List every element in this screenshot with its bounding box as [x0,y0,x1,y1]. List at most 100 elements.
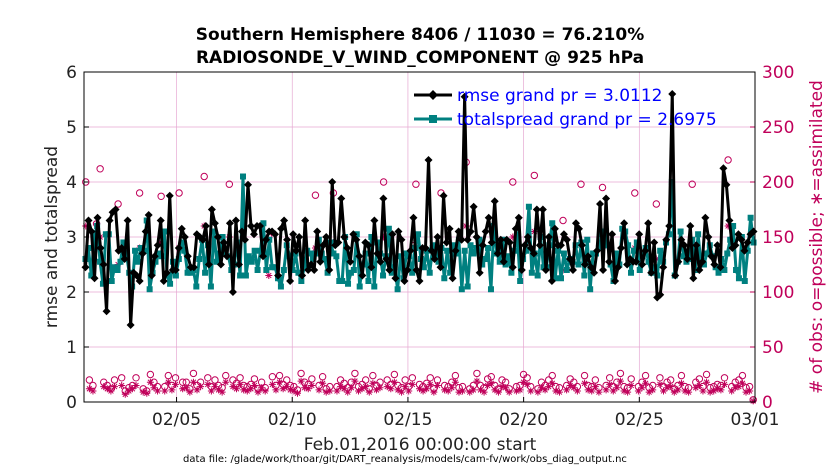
assimilated-obs-point [645,388,653,396]
rmse-point [183,252,192,261]
assimilated-obs-point [276,378,284,386]
assimilated-obs-point [236,380,244,388]
totalspread-point [301,264,308,271]
rmse-point [343,244,352,252]
totalspread-point [441,275,448,282]
assimilated-obs-point [616,377,624,385]
assimilated-obs-point [247,385,255,393]
assimilated-obs-point [677,379,685,387]
assimilated-obs-point [527,387,535,395]
assimilated-obs-point [85,385,93,393]
assimilated-obs-point [692,384,700,392]
totalspread-point [680,253,687,260]
assimilated-obs-point [742,388,750,396]
totalspread-point [134,258,141,265]
rmse-point [132,271,141,280]
totalspread-point [668,179,675,185]
rmse-point [403,266,412,274]
totalspread-point [181,247,188,254]
assimilated-obs-point [570,384,578,392]
totalspread-point [555,247,562,254]
rmse-point [623,260,632,269]
rmse-point [292,246,301,255]
assimilated-obs-point [430,388,438,396]
assimilated-obs-point [111,383,118,391]
rmse-point [734,230,743,239]
rmse-point [544,233,553,241]
rmse-point [454,227,463,236]
rmse-point [364,241,373,250]
assimilated-obs-point [505,388,513,396]
assimilated-obs-point [466,388,474,396]
right-tick-label: 100 [762,283,794,303]
totalspread-point [467,242,474,249]
totalspread-point [175,256,182,262]
assimilated-obs-point [240,386,248,394]
totalspread-point [607,261,614,268]
assimilated-obs-point [294,389,301,397]
totalspread-point [117,258,124,265]
assimilated-obs-point [408,380,416,388]
assimilated-obs-point [419,387,427,395]
totalspread-point [479,261,486,268]
rmse-point [346,257,355,266]
totalspread-point [435,258,442,265]
totalspread-point [213,258,220,265]
assimilated-obs-point [613,384,621,392]
assimilated-obs-point [121,390,129,398]
rmse-point [565,255,574,263]
assimilated-obs-point [523,380,531,388]
rmse-point [415,277,424,285]
rmse-point [243,180,252,189]
rmse-point [376,257,385,266]
assimilated-obs-point [383,383,391,391]
assimilated-obs-point [243,387,251,395]
totalspread-point [298,278,305,284]
totalspread-point [715,269,722,276]
assimilated-obs-point [283,383,291,391]
assimilated-obs-point [193,386,201,394]
rmse-point [707,252,716,261]
assimilated-obs-point [315,386,323,394]
assimilated-obs-point [286,386,294,394]
assimilated-obs-point [322,388,330,396]
rmse-point [289,230,298,239]
assimilated-obs-point [660,387,667,395]
assimilated-obs-point [333,387,341,395]
rmse-point [234,260,243,269]
possible-obs-point [250,375,259,383]
rmse-point [99,260,108,269]
assimilated-obs-point [595,388,603,396]
assimilated-obs-point [710,387,718,395]
assimilated-obs-point [731,384,739,392]
rmse-point [475,268,484,277]
totalspread-point [613,250,620,257]
assimilated-obs-point [387,385,395,393]
rmse-point [451,246,460,255]
rmse-point [671,271,680,280]
rmse-point [680,241,689,250]
assimilated-obs-point [667,383,675,391]
rmse-point [593,246,602,255]
possible-obs-point [656,374,664,382]
rmse-point [222,252,231,261]
totalspread-point [219,234,226,240]
totalspread-point [420,264,427,271]
totalspread-point [733,267,740,273]
possible-obs-point [426,374,434,382]
rmse-point [400,277,409,285]
rmse-point [382,255,391,263]
rmse-point [611,277,620,285]
rmse-point [424,156,433,164]
rmse-point [316,257,325,266]
totalspread-point [99,280,106,287]
assimilated-obs-point [491,386,499,394]
assimilated-obs-point [721,380,728,388]
rmse-point [81,263,90,272]
totalspread-point [677,228,684,235]
rmse-point [379,194,388,203]
possible-obs-point [702,370,711,379]
rmse-point [499,257,508,266]
rmse-point [111,205,120,214]
possible-obs-point [96,165,104,173]
